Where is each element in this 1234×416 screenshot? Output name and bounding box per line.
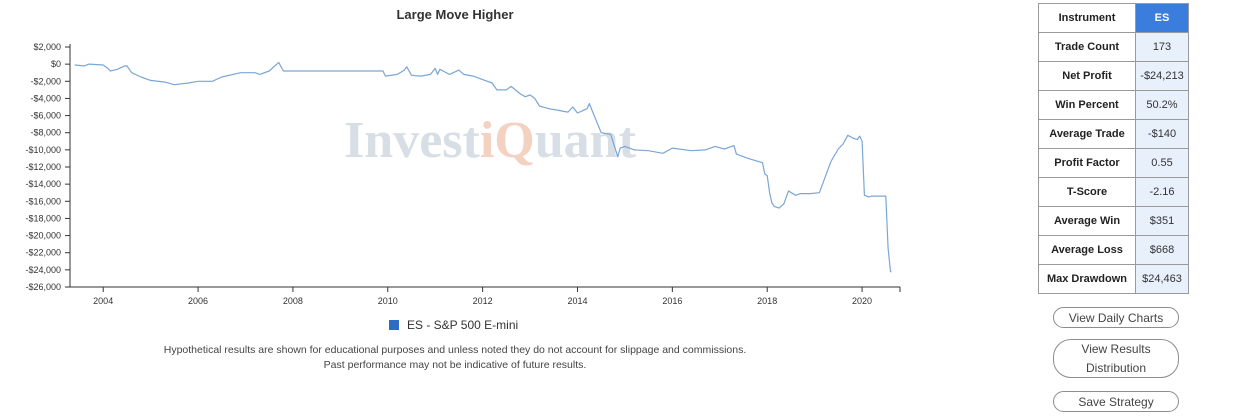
stats-row-trade-count: Trade Count 173 [1038, 32, 1189, 62]
y-tick-label: -$2,000 [30, 76, 61, 86]
disclaimer-line-2: Past performance may not be indicative o… [323, 359, 587, 371]
watermark-logo: InvestiQuant [344, 112, 637, 169]
stats-label: Win Percent [1038, 90, 1136, 120]
stats-row-instrument: Instrument ES [1038, 3, 1189, 33]
stats-label: Max Drawdown [1038, 264, 1136, 294]
x-tick-label: 2018 [757, 296, 777, 306]
legend-swatch [389, 320, 399, 330]
stats-row-t-score: T-Score -2.16 [1038, 177, 1189, 207]
watermark-part: Invest [344, 112, 480, 169]
stats-label: Average Trade [1038, 119, 1136, 149]
equity-chart: Large Move Higher InvestiQuant $2,000 $0 -$2… [25, 7, 901, 306]
x-tick-label: 2006 [188, 296, 208, 306]
stats-value: -$140 [1135, 119, 1189, 149]
stats-label: T-Score [1038, 177, 1136, 207]
stats-label: Instrument [1038, 3, 1136, 33]
watermark-part: iQ [480, 112, 535, 169]
x-tick-label: 2016 [662, 296, 682, 306]
stats-row-average-win: Average Win $351 [1038, 206, 1189, 236]
button-label-line-1: View Results [1081, 342, 1151, 356]
view-results-distribution-button[interactable]: View Results Distribution [1053, 339, 1179, 378]
y-tick-label: -$24,000 [25, 265, 61, 275]
watermark-part: uant [535, 112, 637, 169]
series-line [74, 61, 892, 273]
legend-label: ES - S&P 500 E-mini [407, 318, 519, 332]
y-tick-label: -$20,000 [25, 231, 61, 241]
y-tick-label: -$22,000 [25, 248, 61, 258]
stats-value: 50.2% [1135, 90, 1189, 120]
chart-legend: ES - S&P 500 E-mini [389, 318, 518, 332]
x-tick-label: 2010 [378, 296, 398, 306]
stats-value: $351 [1135, 206, 1189, 236]
stats-label: Profit Factor [1038, 148, 1136, 178]
x-tick-label: 2020 [852, 296, 872, 306]
x-tick-label: 2008 [283, 296, 303, 306]
view-daily-charts-button[interactable]: View Daily Charts [1053, 307, 1179, 328]
stats-row-average-trade: Average Trade -$140 [1038, 119, 1189, 149]
button-label-line-2: Distribution [1085, 361, 1147, 375]
disclaimer-line-1: Hypothetical results are shown for educa… [163, 344, 747, 356]
stats-value: 0.55 [1135, 148, 1189, 178]
stats-value: $24,463 [1135, 264, 1189, 294]
stats-value: -$24,213 [1135, 61, 1189, 91]
x-tick-label: 2004 [93, 296, 113, 306]
y-tick-label: -$16,000 [25, 196, 61, 206]
stats-value: ES [1135, 3, 1189, 33]
y-tick-label: $2,000 [33, 42, 61, 52]
y-tick-label: -$12,000 [25, 162, 61, 172]
y-tick-label: -$6,000 [30, 111, 61, 121]
y-tick-label: -$18,000 [25, 213, 61, 223]
stats-row-net-profit: Net Profit -$24,213 [1038, 61, 1189, 91]
y-tick-label: -$10,000 [25, 145, 61, 155]
stats-table: Instrument ES Trade Count 173 Net Profit… [1038, 3, 1189, 294]
y-tick-label: -$26,000 [25, 282, 61, 292]
y-tick-label: -$14,000 [25, 179, 61, 189]
stats-row-profit-factor: Profit Factor 0.55 [1038, 148, 1189, 178]
x-tick-label: 2014 [567, 296, 587, 306]
stats-value: $668 [1135, 235, 1189, 265]
stats-label: Net Profit [1038, 61, 1136, 91]
stats-row-win-percent: Win Percent 50.2% [1038, 90, 1189, 120]
y-tick-label: -$4,000 [30, 93, 61, 103]
stats-label: Trade Count [1038, 32, 1136, 62]
stats-label: Average Loss [1038, 235, 1136, 265]
y-tick-label: $0 [51, 59, 61, 69]
save-strategy-button[interactable]: Save Strategy [1053, 391, 1179, 412]
stats-value: 173 [1135, 32, 1189, 62]
stats-value: -2.16 [1135, 177, 1189, 207]
y-tick-label: -$8,000 [30, 128, 61, 138]
chart-area: Large Move Higher InvestiQuant $2,000 $0 -$2… [25, 7, 901, 373]
stats-row-max-drawdown: Max Drawdown $24,463 [1038, 264, 1189, 294]
disclaimer: Hypothetical results are shown for educa… [60, 343, 850, 373]
chart-title: Large Move Higher [396, 7, 513, 22]
x-tick-label: 2012 [473, 296, 493, 306]
stats-row-average-loss: Average Loss $668 [1038, 235, 1189, 265]
stats-label: Average Win [1038, 206, 1136, 236]
